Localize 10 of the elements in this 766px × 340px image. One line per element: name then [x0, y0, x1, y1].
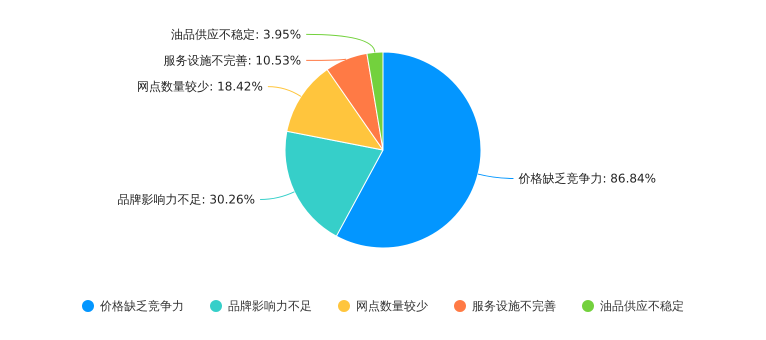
data-label: 服务设施不完善: 10.53% [164, 53, 302, 68]
data-label: 价格缺乏竞争力: 86.84% [517, 171, 656, 186]
data-label: 油品供应不稳定: 3.95% [171, 27, 302, 42]
legend-label: 油品供应不稳定 [600, 299, 684, 313]
data-label: 品牌影响力不足: 30.26% [117, 192, 256, 207]
legend-label: 价格缺乏竞争力 [99, 299, 184, 313]
legend-label: 品牌影响力不足 [228, 299, 312, 313]
legend-label: 网点数量较少 [356, 299, 428, 313]
data-label: 网点数量较少: 18.42% [137, 80, 263, 94]
legend-label: 服务设施不完善 [472, 299, 556, 313]
